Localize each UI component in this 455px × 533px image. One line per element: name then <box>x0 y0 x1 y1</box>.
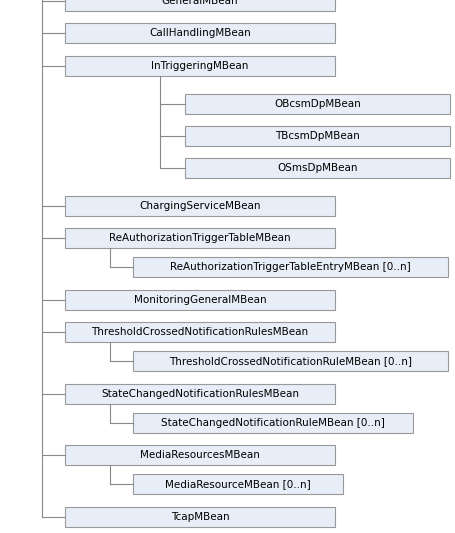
Text: ReAuthorizationTriggerTableEntryMBean [0..n]: ReAuthorizationTriggerTableEntryMBean [0… <box>170 262 410 272</box>
Text: StateChangedNotificationRuleMBean [0..n]: StateChangedNotificationRuleMBean [0..n] <box>161 418 384 428</box>
Text: ReAuthorizationTriggerTableMBean: ReAuthorizationTriggerTableMBean <box>109 233 290 243</box>
FancyBboxPatch shape <box>133 351 447 371</box>
Text: OBcsmDpMBean: OBcsmDpMBean <box>273 99 360 109</box>
Text: ChargingServiceMBean: ChargingServiceMBean <box>139 201 260 211</box>
Text: OSmsDpMBean: OSmsDpMBean <box>277 163 357 173</box>
FancyBboxPatch shape <box>65 23 334 43</box>
FancyBboxPatch shape <box>65 228 334 248</box>
Text: MonitoringGeneralMBean: MonitoringGeneralMBean <box>133 295 266 305</box>
Text: TcapMBean: TcapMBean <box>170 512 229 522</box>
Text: MediaResourcesMBean: MediaResourcesMBean <box>140 450 259 460</box>
Text: MediaResourceMBean [0..n]: MediaResourceMBean [0..n] <box>165 479 310 489</box>
FancyBboxPatch shape <box>133 413 412 433</box>
FancyBboxPatch shape <box>65 290 334 310</box>
FancyBboxPatch shape <box>65 196 334 216</box>
FancyBboxPatch shape <box>65 507 334 527</box>
FancyBboxPatch shape <box>185 158 449 178</box>
Text: ThresholdCrossedNotificationRuleMBean [0..n]: ThresholdCrossedNotificationRuleMBean [0… <box>169 356 411 366</box>
FancyBboxPatch shape <box>65 384 334 404</box>
FancyBboxPatch shape <box>65 0 334 11</box>
FancyBboxPatch shape <box>133 257 447 277</box>
Text: TBcsmDpMBean: TBcsmDpMBean <box>274 131 359 141</box>
FancyBboxPatch shape <box>65 322 334 342</box>
Text: GeneralMBean: GeneralMBean <box>162 0 238 6</box>
FancyBboxPatch shape <box>65 56 334 76</box>
FancyBboxPatch shape <box>65 445 334 465</box>
Text: InTriggeringMBean: InTriggeringMBean <box>151 61 248 71</box>
Text: CallHandlingMBean: CallHandlingMBean <box>149 28 250 38</box>
Text: ThresholdCrossedNotificationRulesMBean: ThresholdCrossedNotificationRulesMBean <box>91 327 308 337</box>
Text: StateChangedNotificationRulesMBean: StateChangedNotificationRulesMBean <box>101 389 298 399</box>
FancyBboxPatch shape <box>185 126 449 146</box>
FancyBboxPatch shape <box>133 474 342 494</box>
FancyBboxPatch shape <box>185 94 449 114</box>
